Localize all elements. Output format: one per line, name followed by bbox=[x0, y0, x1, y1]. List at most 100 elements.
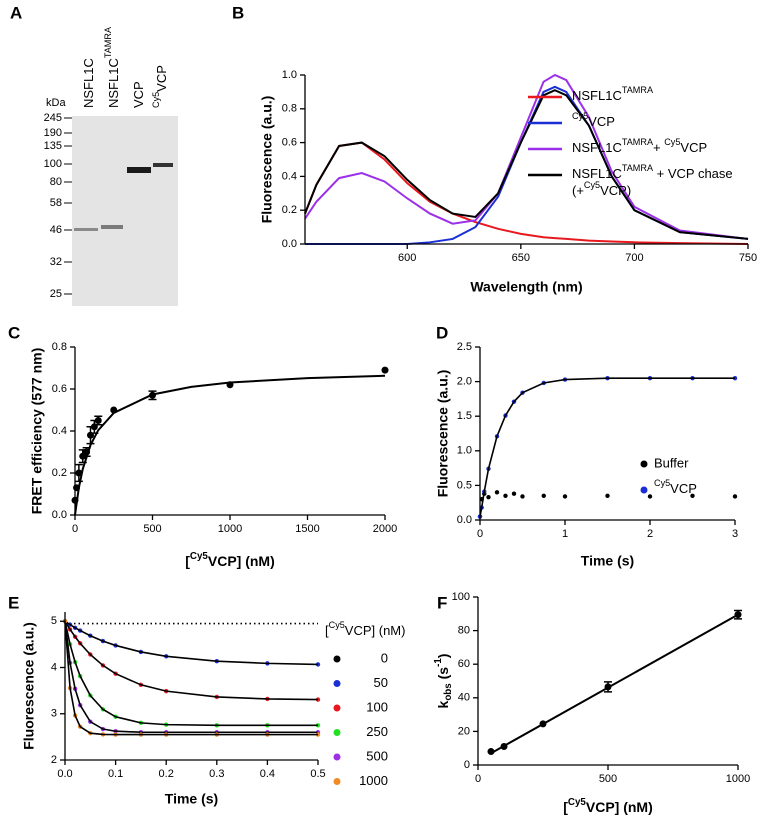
x-tick-label: 0.2 bbox=[159, 768, 174, 780]
text-sup: TAMRA bbox=[622, 85, 654, 95]
y-axis-label: Fluorescence (a.u.) bbox=[259, 96, 275, 224]
marker-label: 135 bbox=[44, 140, 62, 152]
y-tick-label: 2.5 bbox=[457, 341, 472, 353]
y-tick-label: 0.8 bbox=[52, 341, 67, 353]
y-tick-label: 1.0 bbox=[282, 69, 297, 81]
text-sup: Cy5 bbox=[654, 478, 670, 488]
text-segment: (+ bbox=[572, 183, 584, 198]
text-sup: -1 bbox=[433, 658, 444, 667]
y-tick-label: 60 bbox=[458, 658, 470, 670]
y-tick-label: 1.0 bbox=[457, 445, 472, 457]
gel-band bbox=[153, 163, 173, 167]
text-segment: VCP bbox=[680, 140, 707, 155]
marker-label: 245 bbox=[44, 112, 62, 124]
y-tick-label: 80 bbox=[458, 625, 470, 637]
series-line bbox=[64, 620, 319, 701]
marker-label: 32 bbox=[50, 256, 62, 268]
series-line bbox=[74, 374, 386, 516]
x-tick-label: 750 bbox=[739, 252, 757, 264]
x-tick-label: 1 bbox=[562, 528, 568, 540]
marker-label: 100 bbox=[44, 158, 62, 170]
x-tick-label: 0.4 bbox=[260, 768, 275, 780]
legend-swatch bbox=[333, 729, 341, 736]
data-point bbox=[381, 366, 389, 374]
lane-label: NSFL1C bbox=[81, 58, 96, 108]
x-tick-label: 2 bbox=[647, 528, 653, 540]
legend-swatch bbox=[333, 655, 341, 663]
y-tick-label: 0.4 bbox=[52, 425, 67, 437]
lane-label: Cy5VCP bbox=[151, 65, 169, 108]
data-point bbox=[690, 493, 695, 498]
x-axis-label: [Cy5VCP] (nM) bbox=[185, 551, 275, 569]
x-axis-label: [Cy5VCP] (nM) bbox=[563, 797, 653, 815]
gel-band bbox=[74, 228, 98, 231]
x-tick-label: 1000 bbox=[726, 773, 750, 785]
marker-label: 25 bbox=[50, 288, 62, 300]
x-tick-label: 0.0 bbox=[57, 768, 72, 780]
text-sup: Cy5 bbox=[572, 111, 588, 121]
text-segment: VCP bbox=[154, 65, 169, 92]
text-segment: k bbox=[435, 700, 451, 708]
text-segment: NSFL1C bbox=[572, 140, 622, 155]
series-line bbox=[490, 613, 739, 755]
text-sub: obs bbox=[443, 683, 454, 701]
lane-label: VCP bbox=[131, 81, 146, 108]
series-line bbox=[64, 620, 319, 666]
series-line bbox=[64, 621, 318, 727]
data-point bbox=[520, 494, 525, 499]
y-tick-label: 3 bbox=[51, 708, 57, 720]
data-point bbox=[541, 493, 546, 498]
data-point bbox=[605, 493, 610, 498]
y-tick-label: 0.4 bbox=[282, 170, 297, 182]
x-tick-label: 0 bbox=[477, 528, 483, 540]
legend-label: NSFL1CTAMRA+ Cy5VCP bbox=[572, 137, 707, 155]
panel-letter: E bbox=[8, 593, 19, 612]
text-segment: VCP bbox=[670, 481, 697, 496]
text-sup: Cy5 bbox=[329, 620, 345, 630]
y-axis-label: kobs (s-1) bbox=[433, 654, 454, 709]
data-point bbox=[494, 490, 500, 495]
text-segment: [ bbox=[325, 623, 329, 638]
legend-label: 1000 bbox=[359, 773, 388, 788]
text-segment: NSFL1C bbox=[106, 58, 121, 108]
legend-label: (+Cy5VCP) bbox=[572, 180, 631, 198]
text-segment: ) bbox=[435, 654, 451, 659]
x-tick-label: 3 bbox=[732, 528, 738, 540]
x-tick-label: 1500 bbox=[295, 523, 319, 535]
y-tick-label: 0.8 bbox=[282, 103, 297, 115]
text-segment: VCP] (nM) bbox=[208, 553, 275, 569]
text-segment: [ bbox=[185, 553, 190, 569]
text-segment: [ bbox=[563, 799, 568, 815]
y-axis-label: FRET efficiency (577 nm) bbox=[29, 348, 45, 515]
legend-title: [Cy5VCP] (nM) bbox=[325, 620, 405, 638]
text-segment: VCP bbox=[131, 81, 146, 108]
text-segment: VCP] (nM) bbox=[345, 623, 406, 638]
legend-label: 0 bbox=[381, 650, 388, 665]
text-sup: TAMRA bbox=[622, 163, 654, 173]
y-tick-label: 4 bbox=[51, 661, 57, 673]
text-sup: Cy5 bbox=[190, 551, 209, 562]
x-axis-label: Wavelength (nm) bbox=[470, 279, 582, 295]
x-axis-label: Time (s) bbox=[165, 791, 218, 807]
data-point bbox=[732, 494, 738, 499]
gel-band bbox=[127, 167, 151, 173]
x-tick-label: 700 bbox=[625, 252, 643, 264]
data-point bbox=[503, 493, 508, 498]
y-tick-label: 5 bbox=[51, 615, 57, 627]
panel-letter: B bbox=[232, 3, 244, 22]
x-tick-label: 1000 bbox=[218, 523, 242, 535]
x-tick-label: 600 bbox=[398, 252, 416, 264]
y-tick-label: 0.6 bbox=[52, 383, 67, 395]
legend-label: NSFL1CTAMRA bbox=[572, 85, 654, 103]
y-tick-label: 0.2 bbox=[52, 467, 67, 479]
marker-label: 58 bbox=[50, 197, 62, 209]
text-sup: TAMRA bbox=[103, 26, 113, 58]
legend-swatch bbox=[333, 704, 341, 712]
text-sup: Cy5 bbox=[584, 180, 600, 190]
y-tick-label: 0.2 bbox=[282, 204, 297, 216]
text-segment: (s bbox=[435, 667, 451, 684]
x-tick-label: 0.5 bbox=[310, 768, 325, 780]
panel-letter: F bbox=[437, 593, 447, 612]
data-point bbox=[511, 491, 517, 496]
marker-label: 80 bbox=[50, 176, 62, 188]
